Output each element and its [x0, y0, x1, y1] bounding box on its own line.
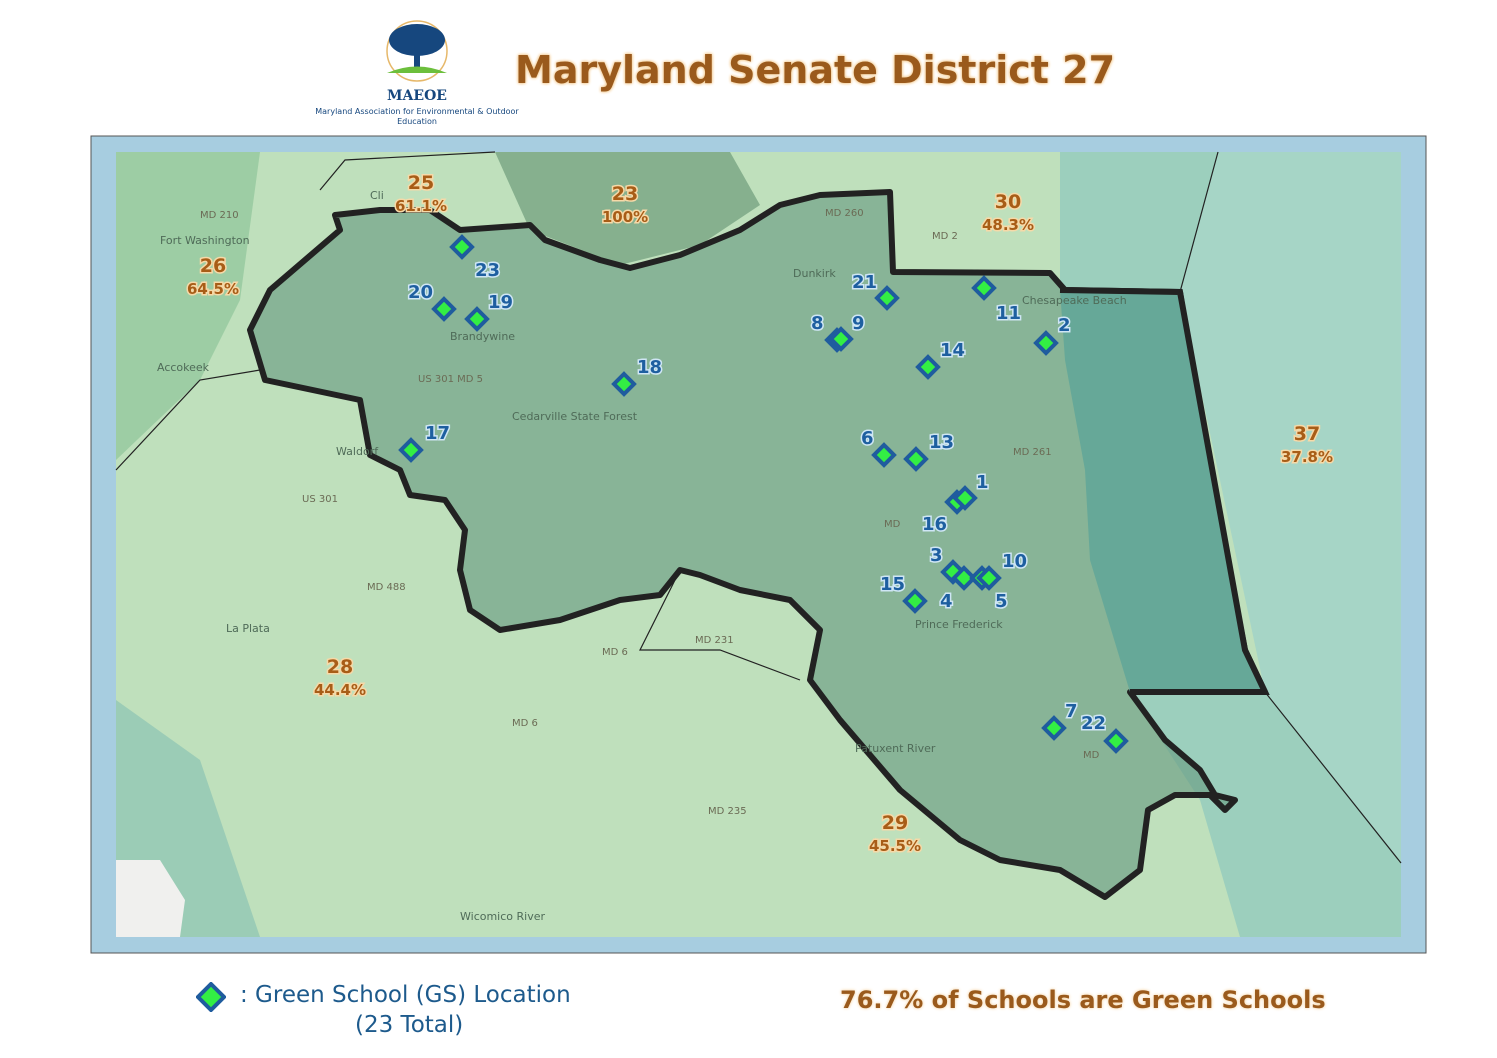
green-school-marker[interactable] [971, 275, 997, 301]
place-label: Patuxent River [855, 742, 936, 755]
place-label: La Plata [226, 622, 270, 635]
place-label: Brandywine [450, 330, 515, 343]
page-title: Maryland Senate District 27 [515, 48, 1116, 92]
road-label: MD 488 [367, 582, 406, 593]
school-number-label: 6 [861, 428, 874, 449]
district-27-boundary [247, 189, 1268, 900]
road-label: MD 6 [602, 647, 628, 658]
water-south [1130, 692, 1401, 937]
district-number-label: 23 [612, 183, 638, 205]
green-school-marker[interactable] [1033, 330, 1059, 356]
school-number-label: 22 [1081, 713, 1106, 734]
school-number-label: 7 [1065, 701, 1078, 722]
road-label: MD 2 [932, 231, 958, 242]
school-number-label: 17 [425, 423, 450, 444]
school-number-label: 3 [930, 545, 943, 566]
green-school-marker[interactable] [398, 437, 424, 463]
water-north [1060, 152, 1218, 292]
district-percent-label: 100% [602, 208, 648, 226]
road-label: MD 235 [708, 806, 747, 817]
logo-subtitle: Maryland Association for Environmental &… [315, 107, 519, 126]
road-label: MD [884, 519, 901, 530]
district-number-label: 30 [995, 191, 1021, 213]
green-school-marker[interactable] [431, 296, 457, 322]
place-label: Prince Frederick [915, 618, 1003, 631]
place-label: Cedarville State Forest [512, 410, 638, 423]
summary-text: 76.7% of Schools are Green Schools [840, 986, 1326, 1014]
legend-label: : Green School (GS) Location [240, 982, 571, 1008]
district-percent-label: 61.1% [395, 197, 447, 215]
logo-text: MAEOE [387, 88, 447, 104]
district-number-label: 25 [408, 172, 434, 194]
green-school-marker[interactable] [874, 285, 900, 311]
district-27-bay-boundary [1059, 287, 1270, 695]
school-number-label: 15 [880, 574, 905, 595]
school-number-label: 8 [811, 313, 824, 334]
legend-marker-icon [196, 982, 226, 1012]
road-label: US 301 MD 5 [418, 374, 483, 385]
road-label: MD 260 [825, 208, 864, 219]
road-label: MD [1083, 750, 1100, 761]
road-label: MD 210 [200, 210, 239, 221]
district-boundaries [115, 151, 1402, 864]
green-school-marker[interactable] [1103, 728, 1129, 754]
district-percent-label: 48.3% [982, 216, 1034, 234]
green-school-marker[interactable] [611, 371, 637, 397]
green-school-marker[interactable] [1041, 715, 1067, 741]
legend-total: (23 Total) [355, 1012, 464, 1038]
school-number-label: 2 [1058, 315, 1071, 336]
place-label: Fort Washington [160, 234, 250, 247]
school-number-label: 18 [637, 357, 662, 378]
school-number-label: 10 [1002, 551, 1027, 572]
place-label: Waldorf [336, 445, 379, 458]
maeoe-logo: MAEOE [365, 18, 470, 106]
road-label: MD 6 [512, 718, 538, 729]
school-number-label: 23 [475, 260, 500, 281]
school-number-label: 21 [852, 272, 877, 293]
green-school-marker[interactable] [903, 446, 929, 472]
green-school-marker[interactable] [871, 442, 897, 468]
school-number-label: 13 [929, 432, 954, 453]
green-school-marker[interactable] [976, 565, 1002, 591]
school-number-label: 20 [408, 282, 433, 303]
school-number-label: 11 [996, 303, 1021, 324]
place-label: Accokeek [157, 361, 210, 374]
district-percent-label: 44.4% [314, 681, 366, 699]
school-number-label: 1 [976, 472, 989, 493]
school-number-label: 9 [852, 313, 865, 334]
school-number-label: 4 [940, 591, 953, 612]
chesapeake-bay [1060, 290, 1265, 692]
green-school-marker[interactable] [952, 485, 978, 511]
road-label: MD 261 [1013, 447, 1052, 458]
school-number-label: 14 [940, 340, 965, 361]
green-school-marker[interactable] [464, 306, 490, 332]
district-number-label: 37 [1294, 423, 1320, 445]
school-number-label: 5 [995, 591, 1008, 612]
green-school-marker[interactable] [828, 326, 854, 352]
water-east [1180, 152, 1401, 863]
district-26-area [116, 152, 260, 460]
place-label: Chesapeake Beach [1022, 294, 1127, 307]
place-label: Wicomico River [460, 910, 545, 923]
school-number-label: 16 [922, 514, 947, 535]
district-number-label: 29 [882, 812, 908, 834]
district-percent-label: 64.5% [187, 280, 239, 298]
green-school-marker[interactable] [951, 565, 977, 591]
road-label: US 301 [302, 494, 338, 505]
place-label: Dunkirk [793, 267, 836, 280]
green-school-marker[interactable] [449, 234, 475, 260]
district-number-label: 26 [200, 255, 226, 277]
district-number-label: 28 [327, 656, 353, 678]
road-label: MD 231 [695, 635, 734, 646]
virginia-area [116, 860, 185, 937]
district-percent-label: 45.5% [869, 837, 921, 855]
green-school-marker[interactable] [915, 354, 941, 380]
district-23-area [495, 152, 760, 265]
district-percent-label: 37.8% [1281, 448, 1333, 466]
green-school-marker[interactable] [902, 588, 928, 614]
place-label: Cli [370, 189, 384, 202]
school-number-label: 19 [488, 292, 513, 313]
